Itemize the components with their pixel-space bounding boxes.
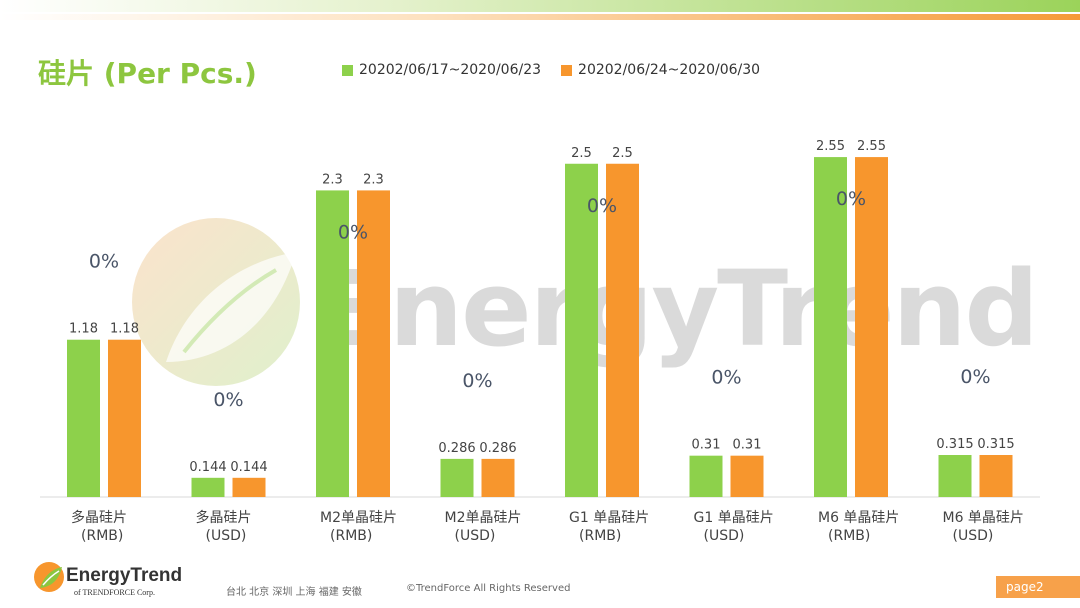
legend-item-series-1: 20202/06/17~2020/06/23 xyxy=(342,62,541,78)
footer-copyright: ©TrendForce All Rights Reserved xyxy=(406,583,571,594)
category-label-8-line-1: M6 单晶硅片 xyxy=(942,510,1024,526)
category-label-3-line-1: M2单晶硅片 xyxy=(320,510,397,526)
category-label-1-line-2: (RMB) xyxy=(81,528,124,544)
change-label-cat-3: 0% xyxy=(338,221,368,243)
data-label-series-1-cat-4: 0.286 xyxy=(438,441,475,456)
bar-series-2-cat-6 xyxy=(730,455,764,497)
data-label-series-1-cat-2: 0.144 xyxy=(189,460,226,475)
bar-series-2-cat-7 xyxy=(855,157,888,497)
watermark-text: EnergyTrend xyxy=(320,248,1039,370)
data-label-series-2-cat-5: 2.5 xyxy=(612,146,633,161)
change-label-cat-1: 0% xyxy=(89,251,119,273)
category-label-8-line-2: (USD) xyxy=(952,528,994,544)
category-label-1-line-1: 多晶硅片 xyxy=(71,510,127,526)
legend-label-series-2: 20202/06/24~2020/06/30 xyxy=(578,62,761,78)
data-label-series-1-cat-3: 2.3 xyxy=(322,172,343,187)
data-label-series-2-cat-2: 0.144 xyxy=(230,460,267,475)
legend-label-series-1: 20202/06/17~2020/06/23 xyxy=(359,62,542,78)
chart-legend: 20202/06/17~2020/06/23 20202/06/24~2020/… xyxy=(342,62,760,78)
category-label-6-line-2: (USD) xyxy=(703,528,745,544)
change-label-cat-4: 0% xyxy=(462,370,492,392)
top-green-stripe xyxy=(0,0,1080,12)
bar-series-2-cat-3 xyxy=(357,190,390,497)
bar-series-1-cat-6 xyxy=(689,455,723,497)
data-label-series-1-cat-7: 2.55 xyxy=(816,139,845,154)
bar-series-1-cat-3 xyxy=(316,190,349,497)
footer-subtitle: of TRENDFORCE Corp. xyxy=(74,588,155,597)
category-label-7-line-2: (RMB) xyxy=(828,528,871,544)
data-label-series-2-cat-7: 2.55 xyxy=(857,139,886,154)
category-label-6-line-1: G1 单晶硅片 xyxy=(693,510,774,526)
category-label-2-line-2: (USD) xyxy=(205,528,247,544)
bar-series-1-cat-4 xyxy=(440,458,474,497)
data-label-series-1-cat-6: 0.31 xyxy=(692,438,721,453)
data-label-series-2-cat-1: 1.18 xyxy=(110,322,139,337)
bar-series-2-cat-4 xyxy=(481,458,515,497)
data-label-series-2-cat-3: 2.3 xyxy=(363,172,384,187)
page-number-badge: page2 xyxy=(996,576,1080,598)
category-label-2-line-1: 多晶硅片 xyxy=(195,510,252,526)
legend-swatch-green xyxy=(342,64,353,76)
category-label-3-line-2: (RMB) xyxy=(330,528,373,544)
watermark-leaf-logo xyxy=(132,218,300,386)
legend-item-series-2: 20202/06/24~2020/06/30 xyxy=(561,62,760,78)
bar-series-1-cat-1 xyxy=(67,339,100,497)
category-label-4-line-2: (USD) xyxy=(454,528,496,544)
change-label-cat-7: 0% xyxy=(836,188,866,210)
category-label-5-line-1: G1 单晶硅片 xyxy=(569,510,650,526)
data-label-series-2-cat-4: 0.286 xyxy=(479,441,516,456)
bar-series-1-cat-8 xyxy=(938,455,972,497)
bars-group: 1.18 1.18 0% 0.144 0.144 0% 2.3 2.3 0% 0.286 0.286… xyxy=(67,139,1015,497)
top-orange-stripe xyxy=(0,14,1080,20)
bar-series-1-cat-7 xyxy=(814,157,847,497)
bar-series-1-cat-2 xyxy=(191,477,225,497)
bar-series-2-cat-2 xyxy=(232,477,266,497)
category-label-5-line-2: (RMB) xyxy=(579,528,622,544)
bar-series-2-cat-5 xyxy=(606,163,639,497)
category-label-7-line-1: M6 单晶硅片 xyxy=(818,510,900,526)
change-label-cat-6: 0% xyxy=(711,367,741,389)
data-label-series-1-cat-1: 1.18 xyxy=(69,322,98,337)
category-label-4-line-1: M2单晶硅片 xyxy=(444,510,522,526)
footer-cities: 台北 北京 深圳 上海 福建 安徽 xyxy=(226,587,362,598)
page-title: 硅片 (Per Pcs.) xyxy=(38,57,257,90)
legend-swatch-orange xyxy=(561,64,573,76)
bar-chart: 1.18 1.18 0% 0.144 0.144 0% 2.3 2.3 0% 0.286 0.286… xyxy=(40,139,1040,498)
bar-series-2-cat-1 xyxy=(108,339,141,497)
change-label-cat-2: 0% xyxy=(213,389,243,411)
bar-series-1-cat-5 xyxy=(565,163,598,497)
data-label-series-2-cat-8: 0.315 xyxy=(977,437,1014,452)
change-label-cat-8: 0% xyxy=(960,366,990,388)
data-label-series-2-cat-6: 0.31 xyxy=(733,438,762,453)
bar-series-2-cat-8 xyxy=(979,455,1013,497)
data-label-series-1-cat-8: 0.315 xyxy=(936,437,973,452)
data-label-series-1-cat-5: 2.5 xyxy=(571,146,592,161)
change-label-cat-5: 0% xyxy=(587,195,617,217)
footer-brand: EnergyTrend xyxy=(66,565,183,586)
energytrend-logo-icon xyxy=(34,562,64,592)
